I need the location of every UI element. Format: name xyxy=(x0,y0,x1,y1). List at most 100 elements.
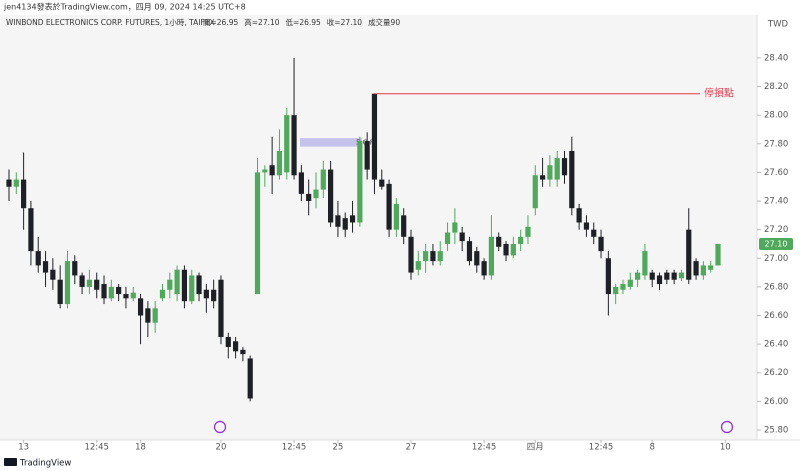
event-icon[interactable] xyxy=(213,420,227,434)
candle-body xyxy=(174,269,180,295)
candle-body xyxy=(298,172,304,194)
candle-body xyxy=(94,279,100,290)
y-tick-label: 27.20 xyxy=(764,225,788,235)
candle-body xyxy=(167,279,173,290)
credit: jen4134發表於TradingView.com，四月 09, 2024 14… xyxy=(3,2,246,12)
x-tick-label: 12:45 xyxy=(472,443,497,453)
candle-body xyxy=(656,275,663,285)
x-tick-label: 12:45 xyxy=(589,443,614,453)
candle-body xyxy=(364,140,370,170)
y-tick-label: 28.40 xyxy=(764,53,788,63)
candle-body xyxy=(342,218,348,230)
legend-item: 成交量90 xyxy=(368,17,400,27)
y-tick-label: 27.00 xyxy=(764,254,788,264)
candle-body xyxy=(130,292,136,299)
x-tick-label: 20 xyxy=(216,443,227,453)
event-icon[interactable] xyxy=(720,420,734,434)
candle-body xyxy=(554,158,560,180)
candle-body xyxy=(700,265,706,276)
candle-body xyxy=(262,169,268,173)
candle-body xyxy=(634,272,641,280)
candle-body xyxy=(123,294,129,299)
candle-body xyxy=(6,179,12,187)
candle-body xyxy=(13,179,19,187)
candle-body xyxy=(649,272,655,280)
y-tick-label: 26.00 xyxy=(764,397,788,407)
candle-body xyxy=(613,286,619,295)
candle-body xyxy=(642,251,648,276)
candle-body xyxy=(598,236,604,252)
y-tick-label: 26.80 xyxy=(764,282,788,292)
legend-item: 開=26.95 xyxy=(203,18,238,27)
candle-body xyxy=(708,265,714,270)
candle-body xyxy=(225,336,231,347)
candle-body xyxy=(459,232,465,242)
candle-body xyxy=(693,261,699,276)
candle-body xyxy=(496,236,502,247)
candle-body xyxy=(401,215,407,237)
candle-body xyxy=(481,261,487,276)
candle-body xyxy=(211,289,217,302)
legend-item: 低=26.95 xyxy=(286,17,321,27)
candle-body xyxy=(444,232,451,244)
legend-item: 高=27.10 xyxy=(244,17,279,27)
candle-body xyxy=(437,251,443,262)
candle-body xyxy=(539,175,546,180)
candle-body xyxy=(547,165,553,180)
last-price-label: 27.10 xyxy=(765,239,788,248)
candle-body xyxy=(152,308,158,323)
candle-body xyxy=(240,349,246,355)
candle-body xyxy=(64,261,71,305)
candle-body xyxy=(349,215,356,223)
candle-body xyxy=(35,251,41,266)
candle-body xyxy=(591,229,597,237)
candle-body xyxy=(678,272,685,279)
brand: TradingView xyxy=(19,459,71,469)
candle-body xyxy=(189,275,195,302)
candle-body xyxy=(518,236,524,244)
candle-body xyxy=(583,222,590,230)
candle-body xyxy=(335,215,341,227)
x-tick-label: 18 xyxy=(135,443,146,453)
candle-body xyxy=(466,241,473,262)
candle-body xyxy=(561,158,568,176)
candle-body xyxy=(569,150,575,209)
candle-body xyxy=(72,261,78,276)
y-tick-label: 28.20 xyxy=(764,82,788,92)
candle-body xyxy=(627,279,633,287)
y-tick-label: 26.40 xyxy=(764,340,788,350)
y-tick-label: 27.40 xyxy=(764,197,788,207)
candle-body xyxy=(86,279,93,287)
plot-background xyxy=(0,15,757,440)
candle-body xyxy=(664,272,670,280)
candle-body xyxy=(605,258,611,295)
candle-body xyxy=(423,251,429,262)
candle-body xyxy=(313,189,319,199)
brand-logo xyxy=(4,458,17,466)
candle-body xyxy=(269,165,275,176)
candle-body xyxy=(218,279,224,337)
candle-body xyxy=(510,243,516,256)
candle-body xyxy=(452,222,458,233)
candle-body xyxy=(254,172,261,295)
x-tick-label: 10 xyxy=(720,443,731,453)
candle-body xyxy=(686,229,692,280)
candle-body xyxy=(203,289,209,299)
candle-body xyxy=(108,286,114,299)
x-tick-label: 13 xyxy=(18,443,29,453)
x-tick-label: 8 xyxy=(650,443,655,453)
candle-body xyxy=(371,93,378,180)
candle-body xyxy=(671,272,677,280)
last-price-box xyxy=(759,237,793,250)
y-tick-label: 28.00 xyxy=(764,111,788,121)
candle-body xyxy=(576,208,582,223)
candle-body xyxy=(328,169,334,223)
candle-body xyxy=(116,286,122,295)
candle-body xyxy=(284,115,290,173)
y-tick-label: 27.60 xyxy=(764,168,788,178)
candle-body xyxy=(474,251,480,266)
candle-body xyxy=(50,269,56,280)
candle-body xyxy=(306,193,312,202)
y-tick-label: 27.80 xyxy=(764,139,788,149)
